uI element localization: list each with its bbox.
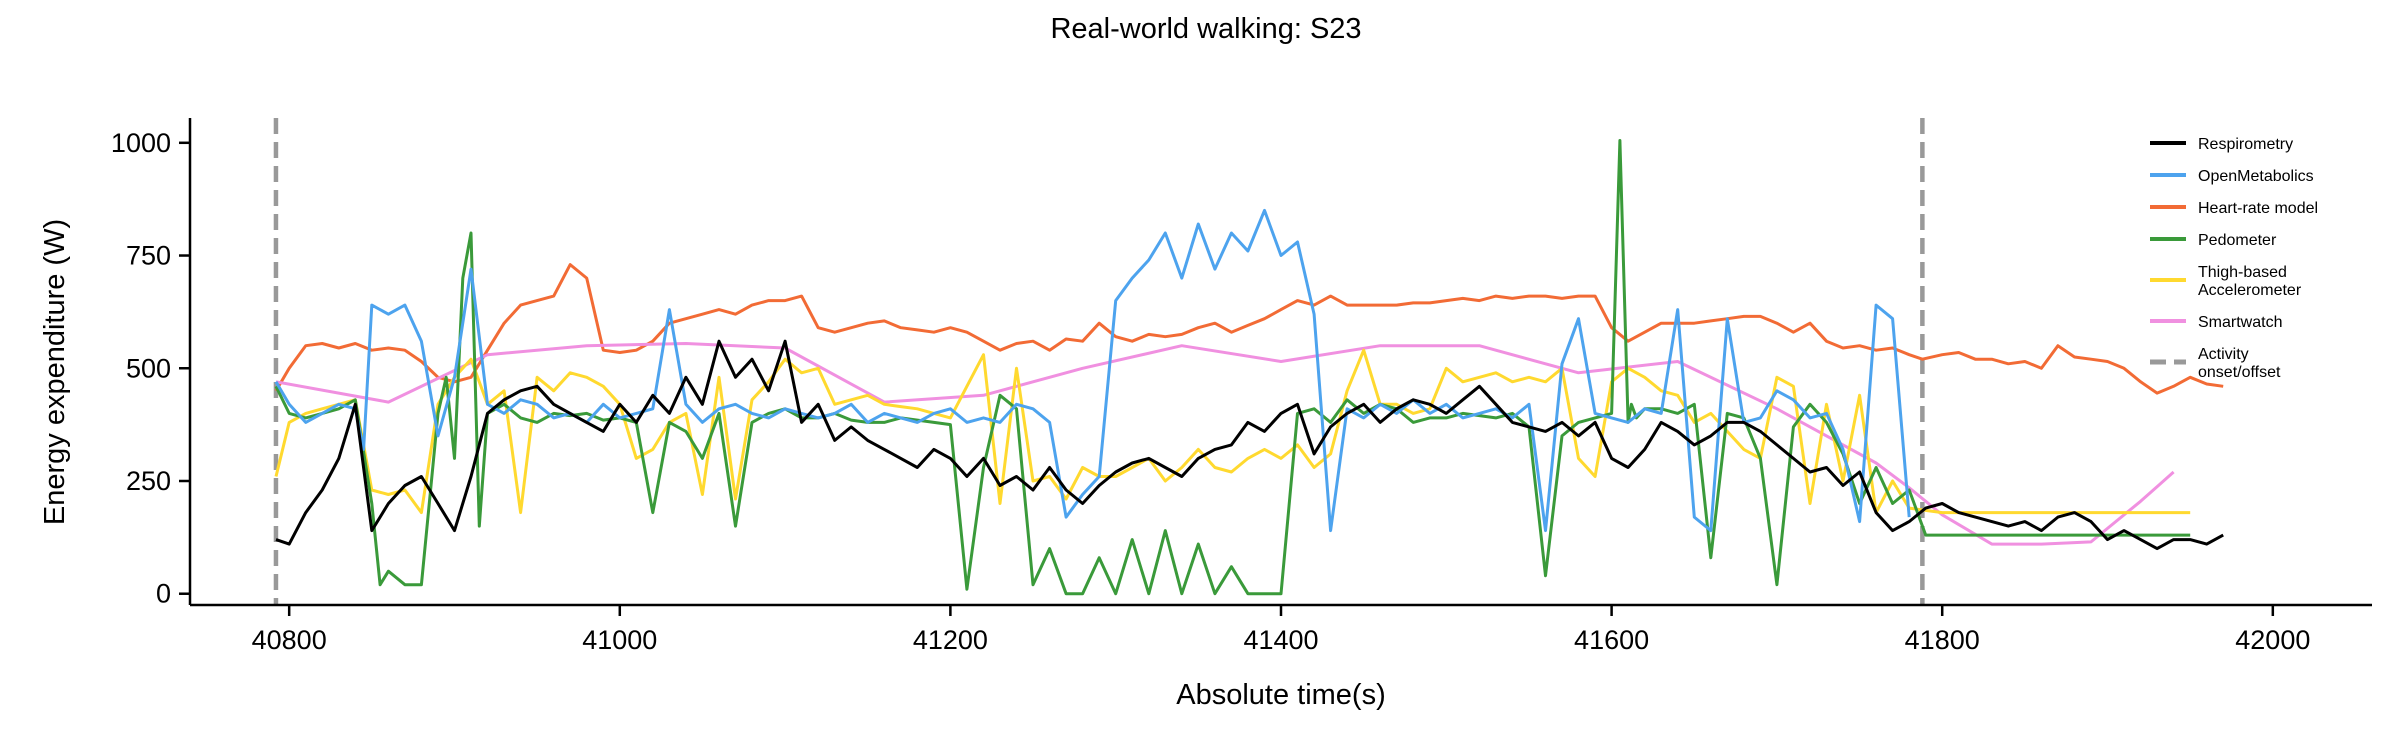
x-tick-label: 41200: [913, 625, 988, 655]
y-axis-label: Energy expenditure (W): [39, 219, 71, 525]
legend: Respirometry OpenMetabolics Heart-rate mod…: [2150, 136, 2318, 381]
y-tick-label: 0: [156, 579, 171, 609]
legend-label-thigh-based-accelerometer: Thigh-based Accelerometer: [2198, 264, 2302, 299]
y-tick-label: 1000: [111, 128, 171, 158]
legend-label-smartwatch: Smartwatch: [2198, 314, 2282, 331]
legend-label-activity-onset-offset: Activity onset/offset: [2198, 346, 2281, 381]
x-tick-label: 41000: [582, 625, 657, 655]
y-tick-label: 500: [126, 353, 171, 383]
x-tick-label: 40800: [252, 625, 327, 655]
series-heart-rate-model: [274, 263, 2224, 395]
plot-area: [273, 118, 2224, 605]
legend-label-pedometer: Pedometer: [2198, 232, 2277, 249]
legend-label-respirometry: Respirometry: [2198, 136, 2293, 153]
series-openmetabolics: [274, 208, 1911, 533]
y-ticks: 0 250 500 750 1000: [111, 128, 190, 609]
legend-label-heart-rate-model: Heart-rate model: [2198, 200, 2318, 217]
x-axis-label: Absolute time(s): [1176, 679, 1386, 711]
x-tick-label: 42000: [2235, 625, 2310, 655]
legend-label-openmetabolics: OpenMetabolics: [2198, 168, 2314, 185]
y-tick-label: 750: [126, 241, 171, 271]
x-tick-label: 41600: [1574, 625, 1649, 655]
x-tick-label: 41800: [1905, 625, 1980, 655]
y-tick-label: 250: [126, 466, 171, 496]
series-thigh-based-accelerometer: [274, 348, 2191, 515]
x-ticks: 40800 41000 41200 41400 41600 41800 42000: [252, 605, 2310, 655]
chart-title: Real-world walking: S23: [1050, 13, 1361, 45]
x-tick-label: 41400: [1243, 625, 1318, 655]
series-smartwatch: [275, 342, 2175, 546]
series-respirometry: [275, 339, 2224, 551]
